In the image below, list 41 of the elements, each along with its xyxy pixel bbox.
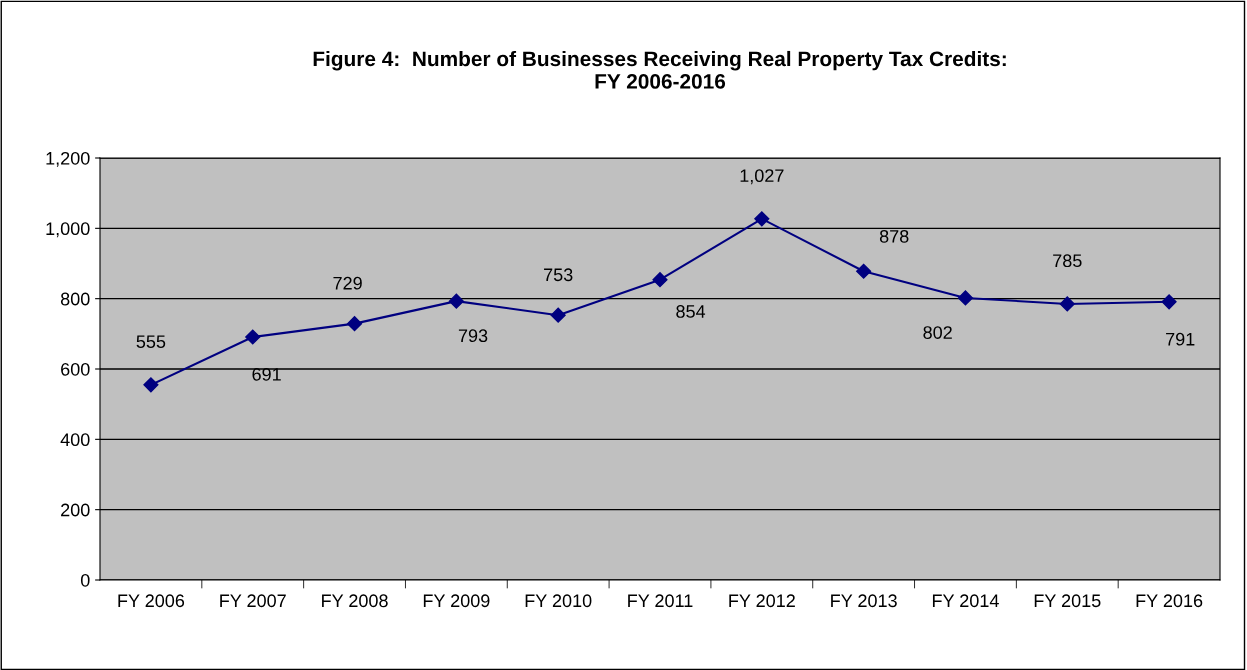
data-label: 753 (544, 268, 573, 282)
point (856, 263, 872, 279)
point (346, 316, 363, 332)
y-tick-label: 0 (80, 573, 90, 587)
data-label: 785 (1053, 254, 1082, 268)
y-tick-label: 800 (60, 292, 90, 306)
data-label: 691 (252, 367, 281, 381)
point (754, 211, 770, 227)
point (1059, 296, 1075, 312)
x-tick-label: FY 2008 (322, 594, 388, 608)
data-label: 878 (879, 229, 909, 243)
y-tick-label: 400 (60, 433, 90, 447)
x-tick-label: FY 2013 (831, 594, 897, 608)
data-label: 793 (458, 329, 488, 343)
x-tick-label: FY 2011 (628, 594, 693, 608)
point (143, 377, 159, 393)
x-tick-label: FY 2010 (525, 594, 592, 608)
y-tick-label: 600 (61, 362, 90, 376)
data-label: 729 (333, 276, 362, 290)
y-tick-label: 1,000 (46, 222, 90, 238)
point (652, 272, 668, 288)
data-label: 791 (1166, 332, 1195, 346)
point (550, 307, 566, 323)
chart-title: Figure 4: Number of Businesses Receiving Real Property Tax Credits: FY 2006-2016 (313, 50, 1006, 89)
point (1161, 294, 1177, 310)
x-tick-label: FY 2007 (220, 594, 286, 608)
data-label: 802 (923, 326, 952, 339)
point (957, 290, 974, 306)
x-tick-label: FY 2009 (423, 594, 490, 608)
x-tick-label: FY 2006 (118, 594, 185, 608)
y-tick-label: 1,200 (46, 151, 90, 167)
point (448, 293, 464, 309)
x-tick-label: FY 2012 (729, 594, 795, 608)
x-tick-label: FY 2016 (1136, 594, 1203, 608)
y-tick-label: 200 (61, 503, 90, 517)
x-tick-label: FY 2015 (1034, 594, 1101, 608)
data-label: 555 (136, 335, 166, 349)
data-label: 854 (676, 305, 706, 318)
x-tick-label: FY 2014 (932, 594, 999, 608)
point (245, 329, 261, 345)
data-label: 1,027 (740, 169, 784, 185)
